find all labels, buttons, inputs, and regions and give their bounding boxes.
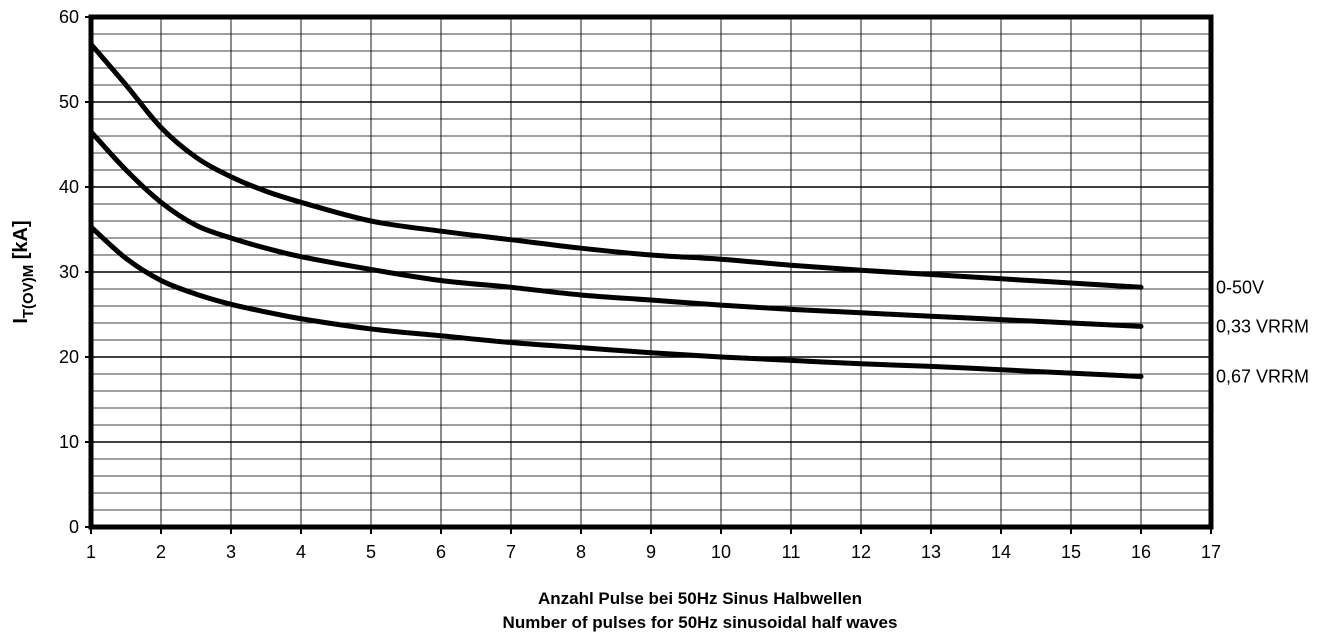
series-label-2: 0,33 VRRM bbox=[1216, 316, 1309, 336]
y-axis-label-main: I bbox=[10, 318, 32, 324]
x-tick-label: 2 bbox=[156, 542, 166, 562]
y-tick-label: 20 bbox=[59, 347, 79, 367]
x-tick-label: 3 bbox=[226, 542, 236, 562]
y-axis-ticks: 0 10 20 30 40 50 60 bbox=[59, 7, 91, 537]
y-tick-label: 10 bbox=[59, 432, 79, 452]
y-tick-label: 30 bbox=[59, 262, 79, 282]
x-tick-label: 4 bbox=[296, 542, 306, 562]
series-label-background bbox=[1214, 315, 1340, 338]
x-tick-label: 16 bbox=[1131, 542, 1151, 562]
x-tick-label: 5 bbox=[366, 542, 376, 562]
y-tick-label: 40 bbox=[59, 177, 79, 197]
x-axis-label-line-1: Anzahl Pulse bei 50Hz Sinus Halbwellen bbox=[538, 589, 862, 608]
y-tick-label: 50 bbox=[59, 92, 79, 112]
series-label-background bbox=[1214, 276, 1340, 299]
x-tick-label: 17 bbox=[1201, 542, 1221, 562]
series-label-background bbox=[1214, 365, 1340, 388]
x-tick-label: 10 bbox=[711, 542, 731, 562]
x-tick-label: 12 bbox=[851, 542, 871, 562]
series-label-1: 0-50V bbox=[1216, 277, 1264, 297]
y-axis-label: IT(OV)M [kA] bbox=[10, 220, 37, 323]
x-tick-label: 7 bbox=[506, 542, 516, 562]
y-tick-label: 60 bbox=[59, 7, 79, 27]
x-tick-label: 1 bbox=[86, 542, 96, 562]
major-gridlines bbox=[90, 16, 1212, 528]
x-tick-label: 6 bbox=[436, 542, 446, 562]
x-tick-label: 13 bbox=[921, 542, 941, 562]
series-line-3 bbox=[88, 224, 1144, 380]
y-axis-label-subscript: T(OV)M bbox=[20, 265, 37, 318]
x-axis-label-line-2: Number of pulses for 50Hz sinusoidal hal… bbox=[503, 613, 898, 632]
series-line-2 bbox=[88, 129, 1144, 329]
y-axis-label-unit: [kA] bbox=[10, 220, 32, 264]
x-tick-label: 9 bbox=[646, 542, 656, 562]
x-tick-label: 15 bbox=[1061, 542, 1081, 562]
x-tick-label: 8 bbox=[576, 542, 586, 562]
series-line-1 bbox=[88, 41, 1144, 290]
x-tick-label: 11 bbox=[782, 542, 801, 562]
y-tick-label: 0 bbox=[69, 517, 79, 537]
series-lines bbox=[88, 41, 1144, 380]
x-tick-label: 14 bbox=[991, 542, 1011, 562]
series-label-3: 0,67 VRRM bbox=[1216, 367, 1309, 387]
series-labels: 0-50V 0,33 VRRM 0,67 VRRM bbox=[1214, 276, 1340, 388]
x-axis-ticks: 1 2 3 4 5 6 7 8 9 10 11 12 13 14 15 16 17 bbox=[86, 527, 1221, 562]
